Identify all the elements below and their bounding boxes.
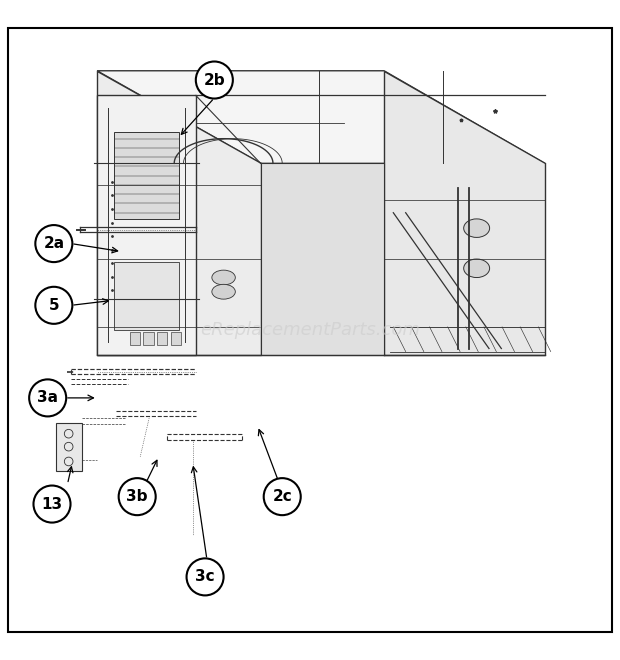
Ellipse shape [212, 284, 236, 299]
Polygon shape [97, 71, 260, 354]
Text: 2b: 2b [203, 73, 225, 88]
Circle shape [264, 478, 301, 515]
Circle shape [35, 287, 73, 324]
Bar [143, 333, 154, 345]
Bar [157, 333, 167, 345]
Bar [130, 333, 140, 345]
Bar [56, 422, 82, 471]
Bar [170, 333, 181, 345]
Circle shape [196, 61, 233, 98]
Text: 3a: 3a [37, 391, 58, 405]
Circle shape [187, 558, 224, 595]
Polygon shape [384, 71, 544, 354]
Text: 2c: 2c [272, 489, 292, 504]
Ellipse shape [464, 219, 490, 238]
Text: 3c: 3c [195, 570, 215, 584]
Text: eReplacementParts.com: eReplacementParts.com [200, 321, 420, 339]
Ellipse shape [464, 259, 490, 278]
Text: 2a: 2a [43, 236, 64, 251]
Text: 13: 13 [42, 496, 63, 512]
Circle shape [33, 486, 71, 523]
Polygon shape [260, 164, 384, 354]
Bar [114, 262, 179, 330]
Ellipse shape [212, 270, 236, 285]
Text: 5: 5 [48, 298, 59, 313]
Circle shape [29, 379, 66, 416]
Bar [114, 133, 179, 219]
Polygon shape [97, 71, 544, 164]
Text: 3b: 3b [126, 489, 148, 504]
Polygon shape [97, 96, 196, 354]
Circle shape [35, 225, 73, 262]
Circle shape [118, 478, 156, 515]
